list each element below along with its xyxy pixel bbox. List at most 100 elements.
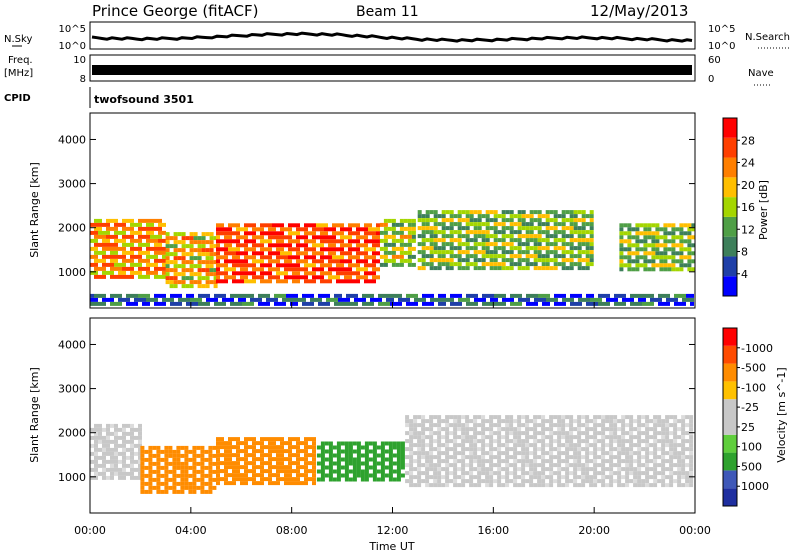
echo-cell (569, 471, 574, 476)
echo-cell (521, 467, 526, 472)
echo-cell (545, 419, 550, 424)
echo-cell (122, 455, 126, 460)
echo-cell (392, 477, 397, 482)
echo-cell (473, 451, 478, 456)
echo-cell (643, 259, 648, 264)
echo-cell (388, 445, 393, 450)
echo-cell (671, 263, 676, 268)
echo-cell (148, 477, 153, 482)
echo-cell (264, 437, 268, 442)
x-tick-label: 04:00 (175, 524, 207, 537)
echo-cell (545, 250, 550, 255)
echo-cell (635, 231, 640, 236)
echo-cell (473, 415, 478, 420)
echo-cell (94, 297, 98, 302)
echo-cell (372, 239, 376, 244)
echo-cell (478, 297, 482, 302)
date-title: 12/May/2013 (590, 2, 688, 20)
echo-cell (318, 293, 322, 298)
echo-cell (372, 279, 376, 284)
echo-cell (340, 239, 344, 244)
echo-cell (240, 279, 244, 284)
echo-cell (497, 443, 502, 448)
echo-cell (653, 451, 658, 456)
echo-cell (162, 297, 166, 302)
echo-cell (549, 242, 554, 247)
echo-cell (114, 293, 118, 298)
echo-cell (354, 301, 358, 306)
echo-cell (169, 276, 174, 281)
echo-cell (445, 250, 450, 255)
echo-cell (288, 251, 292, 256)
echo-cell (521, 415, 526, 420)
echo-cell (659, 251, 664, 256)
echo-cell (400, 441, 405, 446)
echo-cell (445, 475, 450, 480)
echo-cell (224, 255, 228, 260)
echo-cell (489, 218, 494, 223)
echo-cell (156, 465, 161, 470)
echo-cell (224, 231, 228, 236)
echo-cell (344, 461, 349, 466)
echo-cell (457, 214, 462, 219)
echo-cell (473, 222, 478, 227)
echo-cell (220, 445, 224, 450)
echo-cell (534, 301, 538, 306)
echo-cell (308, 279, 312, 284)
echo-cell (312, 231, 316, 236)
echo-cell (232, 223, 236, 228)
echo-cell (589, 210, 594, 215)
echo-cell (348, 227, 352, 232)
echo-cell (525, 463, 530, 468)
echo-cell (485, 242, 490, 247)
echo-cell (637, 447, 642, 452)
echo-cell (477, 415, 482, 420)
echo-cell (597, 431, 602, 436)
echo-cell (553, 447, 558, 452)
echo-cell (90, 262, 94, 267)
echo-cell (288, 481, 292, 486)
echo-cell (244, 251, 248, 256)
echo-cell (328, 247, 332, 252)
echo-cell (577, 230, 582, 235)
echo-cell (216, 271, 220, 276)
echo-cell (284, 263, 288, 268)
echo-cell (529, 419, 534, 424)
echo-cell (489, 415, 494, 420)
echo-cell (485, 435, 490, 440)
echo-cell (430, 301, 434, 306)
colorbar-swatch (723, 118, 737, 138)
echo-cell (150, 238, 154, 243)
echo-cell (429, 266, 434, 271)
echo-cell (272, 259, 276, 264)
echo-cell (328, 441, 333, 446)
echo-cell (469, 483, 474, 488)
echo-cell (425, 419, 430, 424)
echo-cell (208, 465, 213, 470)
echo-cell (513, 214, 518, 219)
echo-cell (352, 449, 357, 454)
echo-cell (421, 234, 426, 239)
echo-cell (150, 234, 154, 239)
echo-cell (619, 251, 624, 256)
echo-cell (220, 453, 224, 458)
echo-cell (630, 301, 634, 306)
echo-cell (601, 439, 606, 444)
echo-cell (537, 439, 542, 444)
echo-cell (593, 451, 598, 456)
echo-cell (98, 218, 102, 223)
echo-cell (370, 297, 374, 302)
echo-cell (190, 293, 194, 298)
echo-cell (312, 263, 316, 268)
echo-cell (169, 244, 174, 249)
echo-cell (228, 243, 232, 248)
echo-cell (276, 231, 280, 236)
echo-cell (156, 477, 161, 482)
echo-cell (458, 297, 462, 302)
echo-cell (173, 240, 178, 245)
echo-cell (573, 451, 578, 456)
echo-cell (578, 297, 582, 302)
echo-cell (206, 301, 210, 306)
echo-cell (597, 463, 602, 468)
echo-cell (110, 431, 114, 436)
